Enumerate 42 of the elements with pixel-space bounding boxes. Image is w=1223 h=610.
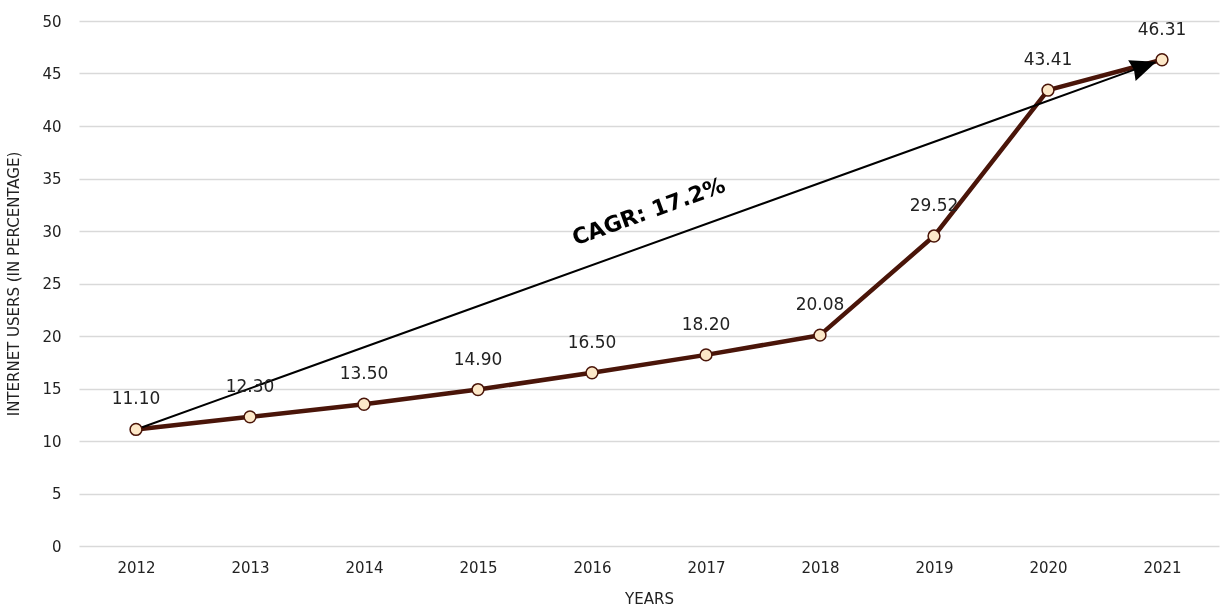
x-tick-label: 2015 (459, 558, 498, 577)
point (243, 410, 257, 424)
x-tick-label: 2021 (1143, 558, 1182, 577)
y-tick-label: 30 (42, 222, 62, 241)
y-tick-label: 50 (42, 12, 62, 31)
point (813, 328, 827, 342)
point (927, 229, 941, 243)
text: 29.52 (909, 195, 959, 216)
y-tick-label: 5 (51, 485, 62, 503)
text: 16.50 (567, 331, 617, 352)
y-tick-label: 0 (51, 537, 62, 556)
point (129, 422, 143, 437)
y-tick-label: 10 (42, 432, 62, 451)
text: 14.90 (453, 348, 503, 369)
x-tick-label: 2012 (117, 558, 156, 577)
x-tick-label: 2016 (573, 558, 612, 577)
text: 43.41 (1023, 49, 1073, 70)
x-tick-label: 2020 (1029, 558, 1068, 577)
text: 18.20 (681, 313, 731, 334)
text: 46.31 (1137, 18, 1187, 39)
y-tick-label: 40 (42, 117, 62, 136)
point (585, 366, 599, 380)
x-tick-label: 2014 (345, 558, 384, 577)
point (471, 382, 485, 397)
text: 20.08 (795, 294, 845, 315)
y-tick-label: 15 (42, 380, 62, 398)
y-tick-label: 20 (42, 327, 62, 346)
y-tick-label: 35 (42, 170, 62, 188)
x-tick-label: 2017 (687, 558, 726, 577)
point (1041, 83, 1055, 97)
point (357, 397, 371, 411)
y-tick-label: 45 (42, 65, 62, 83)
x-tick-label: 2013 (231, 558, 270, 577)
x-tick-label: 2019 (915, 558, 954, 577)
text: 11.10 (111, 388, 161, 409)
point (1155, 53, 1169, 67)
y-tick-label: 25 (42, 275, 62, 293)
x-tick-label: 2018 (801, 558, 840, 577)
x-axis-title: YEARS (624, 589, 674, 608)
point (699, 348, 713, 362)
text: 13.50 (339, 363, 389, 384)
y-axis-title: INTERNET USERS (IN PERCENTAGE) (5, 151, 24, 417)
